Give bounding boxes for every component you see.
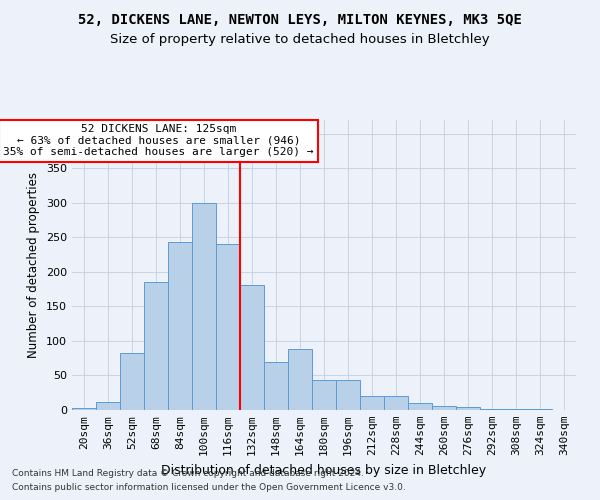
Text: 52, DICKENS LANE, NEWTON LEYS, MILTON KEYNES, MK3 5QE: 52, DICKENS LANE, NEWTON LEYS, MILTON KE… [78,12,522,26]
Bar [456,406,480,410]
Y-axis label: Number of detached properties: Number of detached properties [28,172,40,358]
Bar [96,402,120,410]
Bar [432,406,456,410]
Bar [312,380,336,410]
Bar [264,362,288,410]
Bar [240,285,264,410]
Bar [384,396,408,410]
Text: Contains public sector information licensed under the Open Government Licence v3: Contains public sector information licen… [12,484,406,492]
X-axis label: Distribution of detached houses by size in Bletchley: Distribution of detached houses by size … [161,464,487,476]
Bar [336,380,360,410]
Text: Size of property relative to detached houses in Bletchley: Size of property relative to detached ho… [110,32,490,46]
Text: Contains HM Land Registry data © Crown copyright and database right 2024.: Contains HM Land Registry data © Crown c… [12,468,364,477]
Bar [216,244,240,410]
Bar [408,403,432,410]
Text: 52 DICKENS LANE: 125sqm
← 63% of detached houses are smaller (946)
35% of semi-d: 52 DICKENS LANE: 125sqm ← 63% of detache… [3,124,314,158]
Bar [360,396,384,410]
Bar [72,408,96,410]
Bar [120,352,144,410]
Bar [168,242,192,410]
Bar [288,349,312,410]
Bar [480,408,504,410]
Bar [192,203,216,410]
Bar [144,282,168,410]
Bar [504,408,528,410]
